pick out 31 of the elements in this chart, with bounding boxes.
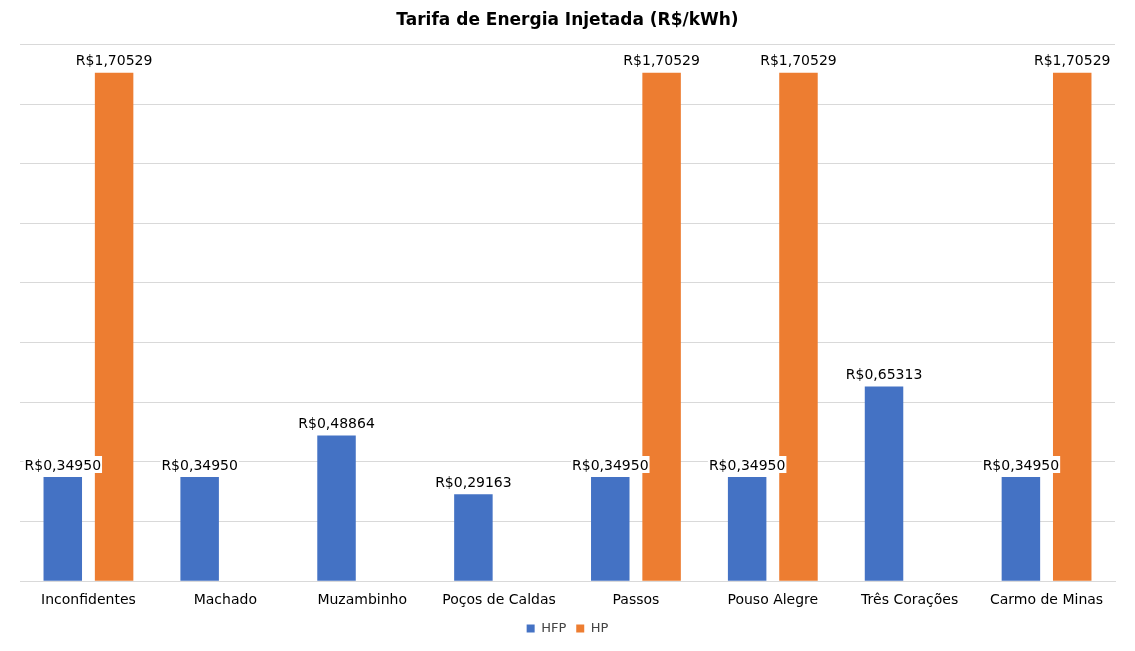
chart-title: Tarifa de Energia Injetada (R$/kWh) [396, 8, 739, 29]
bar [454, 494, 493, 581]
bar [864, 386, 904, 581]
bar [180, 476, 219, 581]
x-tick-label: Inconfidentes [41, 591, 136, 608]
bar [317, 435, 356, 581]
data-label: R$1,70529 [760, 52, 837, 69]
x-tick-label: Poços de Caldas [442, 591, 556, 608]
data-label: R$0,34950 [708, 456, 786, 473]
data-label: R$0,48864 [298, 415, 375, 432]
data-label: R$1,70529 [1033, 52, 1111, 69]
x-tick-label: Machado [193, 591, 257, 608]
x-tick-label: Passos [612, 591, 660, 608]
x-tick-label: Carmo de Minas [989, 591, 1104, 608]
data-label: R$0,34950 [161, 456, 238, 473]
data-label: R$1,70529 [75, 52, 153, 69]
data-label: R$1,70529 [623, 52, 700, 69]
x-tick-label: Muzambinho [317, 591, 407, 608]
data-label: R$0,34950 [572, 456, 649, 473]
data-label: R$0,65313 [845, 366, 923, 383]
bar [1001, 476, 1041, 581]
bar [43, 476, 83, 581]
data-label: R$0,34950 [24, 456, 102, 473]
x-tick-label: Três Corações [860, 591, 959, 608]
data-label: R$0,29163 [435, 473, 512, 490]
bar [591, 476, 630, 581]
legend-label: HP [590, 619, 609, 635]
legend-label: HFP [541, 619, 567, 635]
bar [727, 476, 767, 581]
data-label: R$0,34950 [982, 456, 1060, 473]
x-tick-label: Pouso Alegre [727, 591, 819, 608]
